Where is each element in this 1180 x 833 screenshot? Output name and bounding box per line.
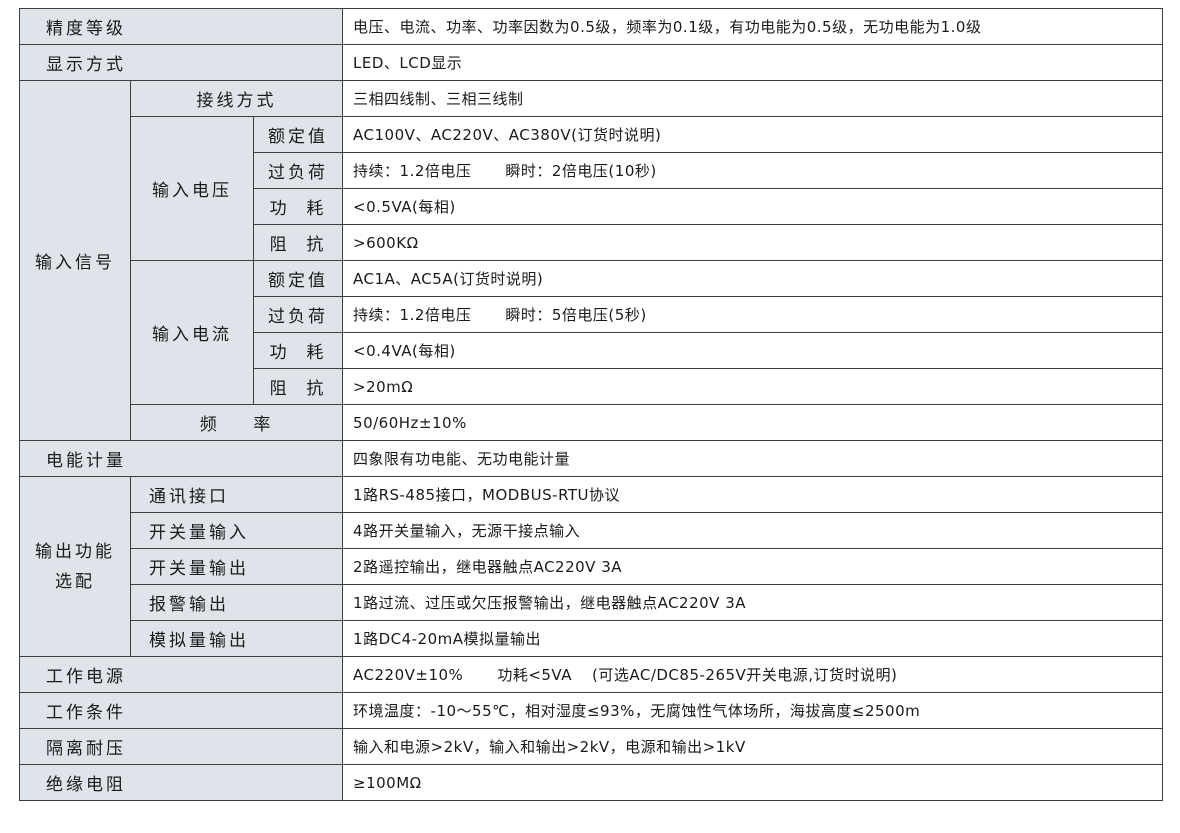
row-value: 1路RS-485接口，MODBUS-RTU协议: [342, 476, 1163, 513]
row-value: AC100V、AC220V、AC380V(订货时说明): [342, 116, 1163, 153]
row-value: 1路过流、过压或欠压报警输出，继电器触点AC220V 3A: [342, 584, 1163, 621]
supply-consumption: 功耗<5VA: [497, 666, 572, 684]
supply-voltage: AC220V±10%: [353, 666, 464, 684]
row-label: 开关量输出: [129, 548, 344, 585]
table-row: 显示方式 LED、LCD显示: [18, 44, 1163, 81]
table-row: 输出功能选配 通讯接口 1路RS-485接口，MODBUS-RTU协议: [19, 476, 1163, 657]
group-label-output: 输出功能选配: [19, 476, 131, 657]
table-row: 阻 抗 >20mΩ: [20, 368, 1163, 405]
table-row: 精度等级 电压、电流、功率、功率因数为0.5级，频率为0.1级，有功电能为0.5…: [18, 8, 1163, 45]
group-label-input-current: 输入电流: [130, 260, 254, 405]
row-label: 绝缘电阻: [18, 764, 344, 801]
row-label: 电能计量: [18, 440, 344, 477]
supply-option: (可选AC/DC85-265V开关电源,订货时说明): [592, 666, 898, 684]
row-label: 额定值: [252, 116, 344, 153]
row-value: >600KΩ: [342, 224, 1163, 261]
spec-table: 精度等级 电压、电流、功率、功率因数为0.5级，频率为0.1级，有功电能为0.5…: [18, 8, 1163, 801]
row-label: 报警输出: [129, 584, 344, 621]
row-label: 精度等级: [18, 8, 344, 45]
row-label: 阻 抗: [252, 224, 344, 261]
row-value: 输入和电源>2kV，输入和输出>2kV，电源和输出>1kV: [342, 728, 1163, 765]
instant-value: 瞬时：5倍电压(5秒): [505, 306, 647, 324]
row-value: 4路开关量输入，无源干接点输入: [342, 512, 1163, 549]
table-row: 工作电源 AC220V±10% 功耗<5VA (可选AC/DC85-265V开关电源…: [18, 656, 1163, 693]
row-label: 功 耗: [252, 188, 344, 225]
table-row: 开关量输入 4路开关量输入，无源干接点输入: [20, 512, 1163, 549]
continuous-value: 持续：1.2倍电压: [353, 306, 472, 324]
instant-value: 瞬时：2倍电压(10秒): [505, 162, 657, 180]
row-label: 接线方式: [129, 80, 344, 117]
table-row: 报警输出 1路过流、过压或欠压报警输出，继电器触点AC220V 3A: [20, 584, 1163, 621]
table-row: 频 率 50/60Hz±10%: [20, 404, 1163, 441]
table-row: 输入电流 额定值 AC1A、AC5A(订货时说明): [20, 260, 1163, 405]
table-row: 模拟量输出 1路DC4-20mA模拟量输出: [20, 620, 1163, 657]
table-row: 过负荷 持续：1.2倍电压 瞬时：2倍电压(10秒): [20, 152, 1163, 189]
row-label: 过负荷: [252, 296, 344, 333]
row-label: 开关量输入: [129, 512, 344, 549]
table-row: 工作条件 环境温度：-10～55℃，相对湿度≤93%，无腐蚀性气体场所，海拔高度…: [18, 692, 1163, 729]
row-value: <0.4VA(每相): [342, 332, 1163, 369]
row-label: 额定值: [252, 260, 344, 297]
row-value: 电压、电流、功率、功率因数为0.5级，频率为0.1级，有功电能为0.5级，无功电…: [342, 8, 1163, 45]
table-row: 绝缘电阻 ≥100MΩ: [18, 764, 1163, 801]
row-label: 过负荷: [252, 152, 344, 189]
row-value: LED、LCD显示: [342, 44, 1163, 81]
row-label: 工作电源: [18, 656, 344, 693]
row-value: ≥100MΩ: [342, 764, 1163, 801]
row-label: 工作条件: [18, 692, 344, 729]
row-label: 频 率: [129, 404, 344, 441]
row-value: 环境温度：-10～55℃，相对湿度≤93%，无腐蚀性气体场所，海拔高度≤2500…: [342, 692, 1163, 729]
row-value: 三相四线制、三相三线制: [342, 80, 1163, 117]
row-value: AC1A、AC5A(订货时说明): [342, 260, 1163, 297]
table-row: 功 耗 <0.4VA(每相): [20, 332, 1163, 369]
row-label: 显示方式: [18, 44, 344, 81]
row-value: 持续：1.2倍电压 瞬时：2倍电压(10秒): [342, 152, 1163, 189]
row-value: 50/60Hz±10%: [342, 404, 1163, 441]
row-label: 功 耗: [252, 332, 344, 369]
row-label: 通讯接口: [129, 476, 344, 513]
table-row: 过负荷 持续：1.2倍电压 瞬时：5倍电压(5秒): [20, 296, 1163, 333]
row-label: 模拟量输出: [129, 620, 344, 657]
table-row: 隔离耐压 输入和电源>2kV，输入和输出>2kV，电源和输出>1kV: [18, 728, 1163, 765]
group-label-input-voltage: 输入电压: [130, 116, 254, 261]
row-value: 持续：1.2倍电压 瞬时：5倍电压(5秒): [342, 296, 1163, 333]
table-row: 功 耗 <0.5VA(每相): [20, 188, 1163, 225]
group-label-input-signal: 输入信号: [19, 80, 131, 441]
table-row: 输入电压 额定值 AC100V、AC220V、AC380V(订货时说明): [20, 116, 1163, 261]
row-value: 1路DC4-20mA模拟量输出: [342, 620, 1163, 657]
table-row: 开关量输出 2路遥控输出，继电器触点AC220V 3A: [20, 548, 1163, 585]
table-row: 阻 抗 >600KΩ: [20, 224, 1163, 261]
table-row: 输入信号 接线方式 三相四线制、三相三线制: [19, 80, 1163, 441]
row-label: 阻 抗: [252, 368, 344, 405]
row-value: >20mΩ: [342, 368, 1163, 405]
continuous-value: 持续：1.2倍电压: [353, 162, 472, 180]
table-row: 电能计量 四象限有功电能、无功电能计量: [18, 440, 1163, 477]
row-value: <0.5VA(每相): [342, 188, 1163, 225]
row-label: 隔离耐压: [18, 728, 344, 765]
row-value: AC220V±10% 功耗<5VA (可选AC/DC85-265V开关电源,订货时说…: [342, 656, 1163, 693]
row-value: 2路遥控输出，继电器触点AC220V 3A: [342, 548, 1163, 585]
row-value: 四象限有功电能、无功电能计量: [342, 440, 1163, 477]
